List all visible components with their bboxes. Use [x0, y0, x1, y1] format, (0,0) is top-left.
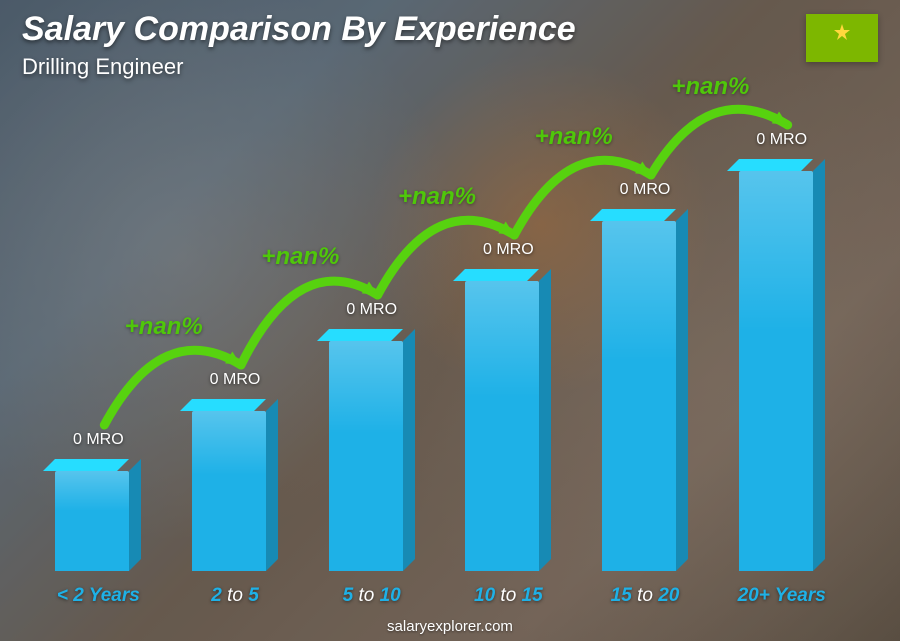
bar-4: 0 MRO [577, 91, 714, 571]
x-label-5: 20+ Years [713, 585, 850, 607]
bar-value-3: 0 MRO [483, 241, 534, 259]
country-flag [806, 14, 878, 62]
pct-label-5: +nan% [671, 73, 749, 101]
pct-label-3: +nan% [398, 183, 476, 211]
bar-2: 0 MRO [303, 91, 440, 571]
footer-source: salaryexplorer.com [0, 618, 900, 635]
chart-container: Salary Comparison By Experience Drilling… [0, 0, 900, 641]
x-label-0: < 2 Years [30, 585, 167, 607]
x-label-1: 2 to 5 [167, 585, 304, 607]
x-label-4: 15 to 20 [577, 585, 714, 607]
bar-value-4: 0 MRO [620, 181, 671, 199]
x-axis-labels: < 2 Years2 to 55 to 1010 to 1515 to 2020… [30, 585, 850, 607]
pct-label-2: +nan% [261, 243, 339, 271]
x-label-3: 10 to 15 [440, 585, 577, 607]
bar-chart: 0 MRO 0 MRO 0 MRO 0 MRO 0 MRO 0 MRO +nan% +nan… [30, 91, 850, 571]
bar-value-2: 0 MRO [346, 301, 397, 319]
bar-5: 0 MRO [713, 91, 850, 571]
page-subtitle: Drilling Engineer [22, 54, 183, 80]
bar-value-5: 0 MRO [756, 131, 807, 149]
pct-label-4: +nan% [535, 123, 613, 151]
bar-value-0: 0 MRO [73, 431, 124, 449]
page-title: Salary Comparison By Experience [22, 10, 576, 49]
pct-label-1: +nan% [125, 313, 203, 341]
bar-3: 0 MRO [440, 91, 577, 571]
bar-value-1: 0 MRO [210, 371, 261, 389]
x-label-2: 5 to 10 [303, 585, 440, 607]
